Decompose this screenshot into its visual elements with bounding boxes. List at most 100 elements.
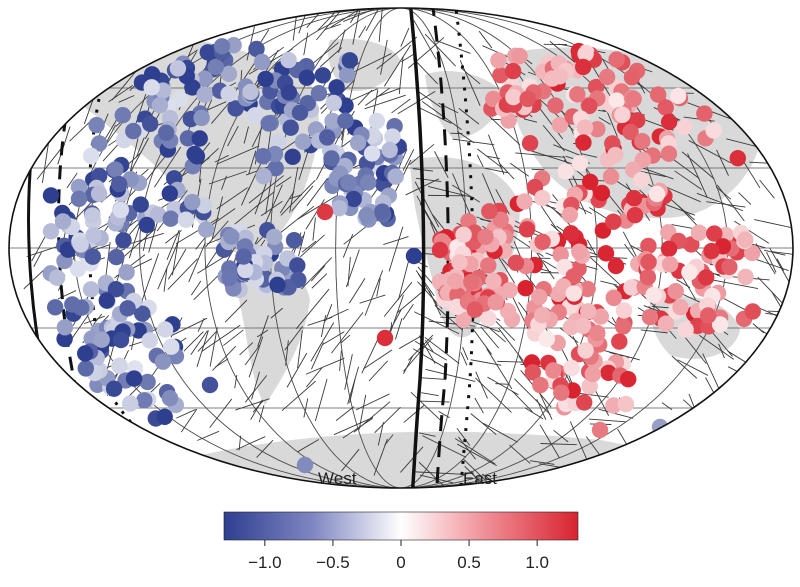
track-segment xyxy=(617,428,627,445)
track-segment xyxy=(198,147,219,167)
observation-dot xyxy=(681,264,698,281)
track-segment xyxy=(718,343,725,359)
track-segment xyxy=(478,30,493,49)
track-segment xyxy=(642,167,674,180)
track-segment xyxy=(414,181,440,228)
track-segment xyxy=(238,435,242,451)
observation-dot xyxy=(138,216,155,234)
track-segment xyxy=(460,352,468,366)
observation-dot xyxy=(565,285,582,302)
track-segment xyxy=(475,371,488,399)
observation-dot xyxy=(314,67,331,84)
observation-dot xyxy=(660,113,678,131)
track-segment xyxy=(243,126,249,144)
track-segment xyxy=(236,436,266,451)
observation-dot xyxy=(561,206,578,224)
observation-dot xyxy=(184,193,201,211)
track-segment xyxy=(197,330,218,352)
track-segment xyxy=(487,376,519,396)
observation-dot xyxy=(193,109,210,127)
observation-dot xyxy=(580,303,597,320)
observation-dot xyxy=(700,307,717,324)
observation-dot xyxy=(690,224,708,241)
observation-dot xyxy=(69,260,87,278)
observation-dot xyxy=(575,58,592,76)
observation-dot xyxy=(316,203,334,221)
observation-dot xyxy=(111,357,128,374)
observation-dot xyxy=(161,185,178,202)
track-segment xyxy=(172,232,180,276)
observation-dot xyxy=(199,44,216,61)
observation-dot xyxy=(376,329,394,347)
observation-dot xyxy=(611,333,628,350)
track-segment xyxy=(727,366,772,390)
observation-dot xyxy=(257,70,274,88)
track-segment xyxy=(581,153,598,158)
track-segment xyxy=(462,346,469,361)
track-segment xyxy=(310,322,335,362)
observation-dot xyxy=(661,256,679,273)
track-segment xyxy=(456,443,497,467)
track-segment xyxy=(458,108,480,125)
track-segment xyxy=(256,439,274,458)
observation-dot xyxy=(284,148,301,165)
observation-dot xyxy=(676,119,693,136)
track-segment xyxy=(263,184,283,227)
observation-dot xyxy=(645,286,662,304)
observation-dot xyxy=(340,174,357,191)
track-segment xyxy=(428,185,475,199)
track-segment xyxy=(766,251,777,273)
observation-dot xyxy=(744,303,761,320)
observation-dot xyxy=(349,134,367,151)
track-segment xyxy=(284,325,304,351)
observation-dot xyxy=(657,99,674,116)
track-segment xyxy=(167,258,198,290)
observation-dot xyxy=(492,67,509,84)
observation-dot xyxy=(477,228,494,245)
track-segment xyxy=(166,229,180,260)
observation-dot xyxy=(142,115,159,132)
track-segment xyxy=(303,398,309,418)
observation-dot xyxy=(633,171,650,189)
track-segment xyxy=(258,405,265,423)
track-segment xyxy=(291,185,314,212)
track-segment xyxy=(413,20,437,60)
observation-dot xyxy=(162,210,179,227)
observation-dot xyxy=(683,236,700,253)
observation-dot xyxy=(703,242,720,260)
track-segment xyxy=(669,197,695,221)
observation-dot xyxy=(82,281,100,298)
track-segment xyxy=(306,367,323,388)
observation-dot xyxy=(223,228,240,245)
track-segment xyxy=(588,418,626,423)
observation-dot xyxy=(480,310,497,327)
track-segment xyxy=(122,228,156,258)
observation-dot xyxy=(660,240,678,257)
observation-dot xyxy=(338,66,356,84)
observation-dot xyxy=(169,60,187,77)
observation-dot xyxy=(517,280,534,297)
track-segment xyxy=(586,239,597,256)
observation-dot xyxy=(280,84,298,101)
track-segment xyxy=(216,187,248,210)
observation-dot xyxy=(248,40,265,58)
observation-dot xyxy=(575,134,592,151)
track-segment xyxy=(373,438,388,476)
observation-dot xyxy=(499,302,517,320)
track-segment xyxy=(297,195,338,220)
observation-dot xyxy=(70,178,88,196)
observation-dot xyxy=(711,316,729,333)
track-segment xyxy=(197,430,220,441)
observation-dot xyxy=(614,106,631,124)
east-label: East xyxy=(463,469,497,488)
observation-dot xyxy=(337,112,354,129)
track-segment xyxy=(524,407,544,420)
observation-dot xyxy=(77,345,94,362)
track-segment xyxy=(310,342,324,370)
observation-dot xyxy=(492,211,509,228)
observation-dot xyxy=(77,360,95,377)
observation-dot xyxy=(107,281,125,298)
track-segment xyxy=(175,217,220,245)
track-segment xyxy=(128,222,141,259)
track-segment xyxy=(542,124,565,152)
